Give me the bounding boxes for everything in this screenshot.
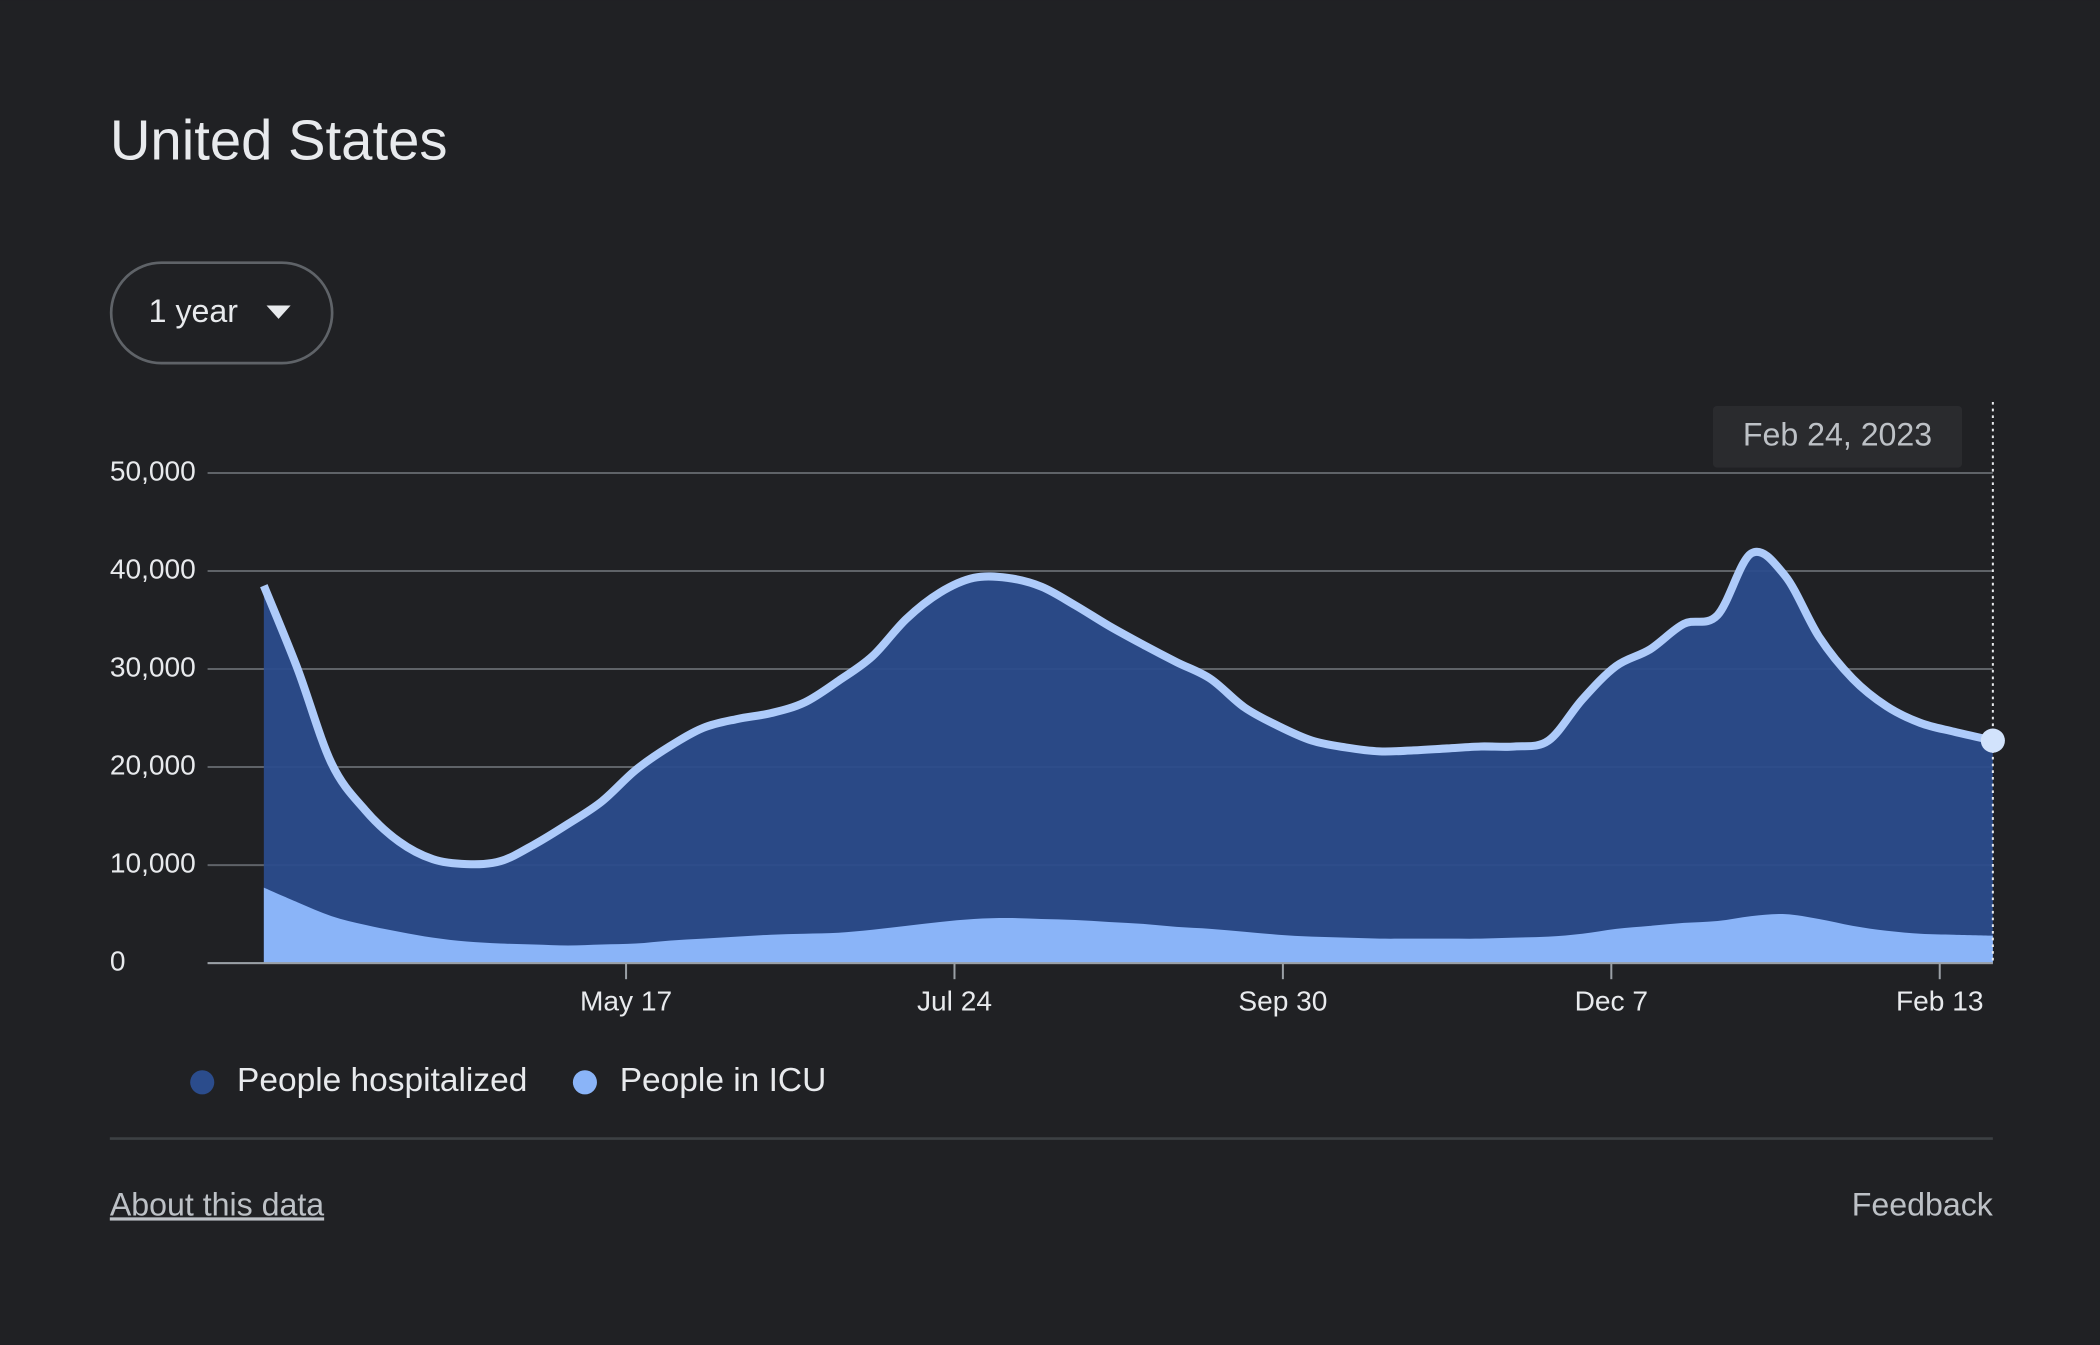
legend-item[interactable]: People hospitalized [190,1062,527,1099]
title: United States [110,109,448,172]
area [263,887,1993,964]
legend-item[interactable]: People in ICU [572,1062,827,1099]
y-tick-label: 50,000 [110,455,196,486]
x-tick-label: Dec 7 [1575,986,1648,1017]
y-tick-label: 40,000 [110,553,196,584]
dropdown-border[interactable] [109,261,334,365]
line [260,547,1994,869]
plot: 0 10,000 20,000 30,000 40,000 50,000 May 17 Jul… [110,401,2005,1099]
legend-swatch[interactable] [572,1070,597,1095]
y-tick-label: 30,000 [110,651,196,682]
about-link[interactable]: About this data [110,1186,324,1222]
y-tick-label: 10,000 [110,848,196,879]
legend-swatch[interactable] [190,1070,215,1095]
y-tick-label: 0 [110,946,126,977]
feedback-link[interactable]: Feedback [1852,1186,1994,1222]
dropdown-label[interactable]: 1 year [149,293,239,329]
x-tick-label: May 17 [580,986,672,1017]
x-tick-label: Sep 30 [1238,986,1327,1017]
range-dropdown[interactable]: 1 year [109,261,334,365]
tooltip: Feb 24, 2023 [1743,416,1932,452]
area [263,551,1993,964]
x-tick-label: Feb 13 [1896,986,1984,1017]
legend-label[interactable]: People in ICU [620,1062,827,1099]
x-tick-label: Jul 24 [917,986,992,1017]
dropdown-arrow[interactable] [266,305,291,319]
legend-label[interactable]: People hospitalized [237,1062,527,1099]
y-tick-label: 20,000 [110,749,196,780]
tooltip-box [1712,405,1963,468]
hover-point [1980,728,2005,753]
